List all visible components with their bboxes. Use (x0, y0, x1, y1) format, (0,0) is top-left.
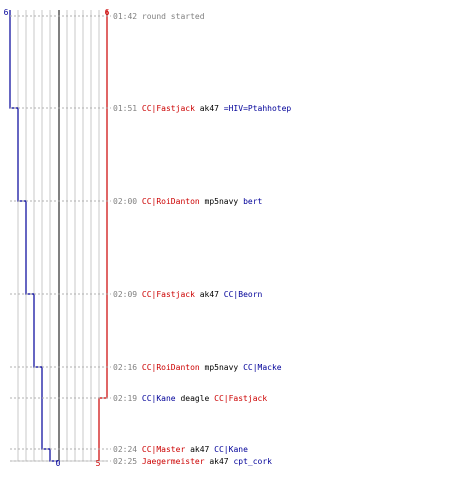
event-label-5: 02:19 CC|Kane deagle CC|Fastjack (113, 394, 267, 403)
event-label-3: 02:09 CC|Fastjack ak47 CC|Beorn (113, 290, 263, 299)
event-time: 01:42 (113, 12, 137, 21)
event-label-1: 01:51 CC|Fastjack ak47 =HIV=Ptahhotep (113, 104, 291, 113)
event-label-4: 02:16 CC|RoiDanton mp5navy CC|Macke (113, 363, 282, 372)
event-killer: CC|RoiDanton (137, 363, 200, 372)
event-label-6: 02:24 CC|Master ak47 CC|Kane (113, 445, 248, 454)
event-label-0: 01:42 round started (113, 12, 205, 21)
event-killer: CC|Master (137, 445, 185, 454)
red-team-line (98, 10, 108, 461)
event-weapon: ak47 (195, 290, 219, 299)
event-weapon: mp5navy (200, 363, 239, 372)
blue-team-line (9, 10, 58, 462)
event-killer: CC|RoiDanton (137, 197, 200, 206)
event-killer: CC|Fastjack (137, 104, 195, 113)
event-victim: cpt_cork (229, 457, 273, 466)
event-victim: CC|Beorn (219, 290, 263, 299)
event-weapon: ak47 (195, 104, 219, 113)
event-victim: CC|Macke (238, 363, 282, 372)
event-time: 02:24 (113, 445, 137, 454)
event-weapon: ak47 (185, 445, 209, 454)
blue-team-end-count: 0 (56, 459, 61, 468)
event-labels: 01:42 round started 01:51 CC|Fastjack ak4… (113, 12, 291, 466)
event-killer: CC|Fastjack (137, 290, 195, 299)
red-team-start-count: 6 (105, 8, 110, 17)
event-time: 02:19 (113, 394, 137, 403)
event-ticks (10, 15, 111, 462)
event-weapon: mp5navy (200, 197, 239, 206)
event-label-7: 02:25 Jaegermeister ak47 cpt_cork (113, 457, 272, 466)
event-time: 02:09 (113, 290, 137, 299)
event-time: 01:51 (113, 104, 137, 113)
event-time: 02:16 (113, 363, 137, 372)
event-weapon: ak47 (205, 457, 229, 466)
event-killer: Jaegermeister (137, 457, 205, 466)
blue-team-start-count: 6 (4, 8, 9, 17)
grid-lines (10, 10, 107, 462)
event-victim: bert (238, 197, 262, 206)
event-time: 02:00 (113, 197, 137, 206)
event-killer: CC|Kane (137, 394, 176, 403)
red-team-end-count: 5 (96, 459, 101, 468)
event-description: round started (137, 12, 205, 21)
event-label-2: 02:00 CC|RoiDanton mp5navy bert (113, 197, 263, 206)
event-weapon: deagle (176, 394, 210, 403)
event-time: 02:25 (113, 457, 137, 466)
event-victim: CC|Fastjack (209, 394, 267, 403)
event-victim: CC|Kane (209, 445, 248, 454)
event-victim: =HIV=Ptahhotep (219, 104, 291, 113)
